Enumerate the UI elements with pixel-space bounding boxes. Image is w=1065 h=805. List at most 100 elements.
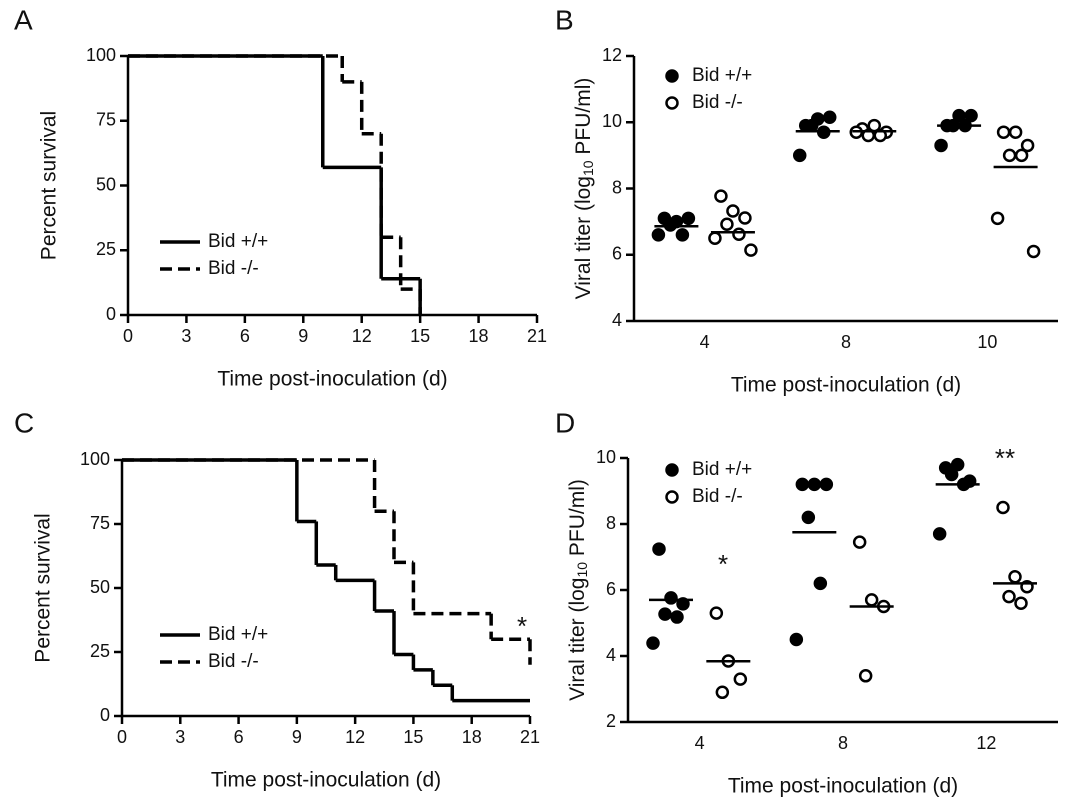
y-tick-label: 50 [90,577,110,597]
y-tick-label: 0 [100,705,110,725]
data-point [944,467,959,482]
y-tick-label: 0 [106,304,116,324]
x-tick-label: 21 [520,727,540,747]
y-tick-label: 100 [86,45,116,65]
legend-marker [665,96,679,110]
x-tick-label: 8 [841,332,851,352]
x-tick-label: 3 [175,727,185,747]
y-tick-label: 25 [90,641,110,661]
data-point [964,108,978,123]
data-point [1014,148,1029,163]
data-point [852,535,867,549]
legend-label: Bid +/+ [692,65,752,86]
x-tick-label: 18 [469,326,489,346]
data-point [1020,138,1035,153]
data-point [813,576,828,591]
x-axis-label: Time post-inoculation (d) [728,775,958,798]
y-tick-label: 50 [96,174,116,194]
x-tick-label: 12 [976,733,996,753]
annotation: * [517,611,527,641]
y-axis-label: Viral titer (log10 PFU/ml) [572,78,596,300]
x-tick-label: 12 [352,326,372,346]
y-tick-label: 75 [90,513,110,533]
x-tick-label: 6 [240,326,250,346]
data-point [950,457,965,472]
y-tick-label: 75 [96,110,116,130]
data-point [792,148,807,163]
y-tick-label: 4 [606,645,616,665]
data-point [651,228,666,242]
y-axis-label-part: 10 [580,160,596,176]
data-point [1002,148,1017,163]
data-point [658,607,672,621]
y-tick-label: 100 [80,449,110,469]
legend-marker [665,463,679,477]
data-point [1008,125,1023,139]
data-point [932,527,947,541]
data-point [733,672,748,686]
data-point [801,510,816,525]
data-point [744,243,758,257]
y-axis-label: Percent survival [32,513,55,662]
data-point [726,204,740,218]
data-point [1014,596,1028,610]
x-tick-label: 4 [695,733,705,753]
panel-label: C [14,407,34,438]
y-axis-label-part: 10 [574,562,590,578]
x-tick-label: 6 [234,727,244,747]
panel-label: D [555,407,575,438]
data-point [708,231,722,245]
legend-marker [665,69,679,83]
y-tick-label: 8 [612,177,622,197]
data-point [996,125,1011,139]
y-axis-label-part: Viral titer (log [566,578,589,701]
y-tick-label: 8 [606,513,616,533]
data-point [1008,570,1022,584]
y-axis-label-part: Viral titer (log [572,176,595,299]
x-tick-label: 18 [462,727,482,747]
x-tick-label: 8 [838,733,848,753]
data-point [681,211,696,226]
x-tick-label: 3 [181,326,191,346]
x-tick-label: 21 [527,326,547,346]
data-point [738,211,752,225]
data-point [663,218,678,232]
legend-label: Bid -/- [208,651,259,672]
y-tick-label: 12 [602,45,622,65]
data-point [996,500,1010,515]
x-axis-label: Time post-inoculation (d) [217,368,447,391]
y-axis-label: Percent survival [38,111,61,260]
data-point [714,189,728,203]
data-point [1026,244,1041,259]
y-tick-label: 4 [612,310,622,330]
y-tick-label: 25 [96,239,116,259]
data-point [990,211,1005,226]
y-axis-label-part: PFU/ml) [572,78,595,161]
data-point [732,227,746,241]
x-tick-label: 9 [292,727,302,747]
y-tick-label: 6 [606,579,616,599]
data-point [664,591,678,605]
x-tick-label: 10 [977,332,997,352]
legend-label: Bid -/- [208,258,259,279]
data-point [709,606,724,620]
data-point [795,477,810,492]
data-point [858,669,873,683]
annotation: * [718,549,728,579]
data-point [807,477,822,492]
y-tick-label: 10 [602,111,622,131]
y-axis-label-part: PFU/ml) [566,479,589,562]
x-tick-label: 0 [123,326,133,346]
x-tick-label: 9 [298,326,308,346]
data-point [652,542,666,556]
data-point [720,217,734,232]
x-tick-label: 12 [345,727,365,747]
data-point [864,593,879,607]
data-point [1002,589,1016,604]
x-axis-label: Time post-inoculation (d) [731,374,961,397]
legend-label: Bid +/+ [208,624,268,645]
x-tick-label: 0 [117,727,127,747]
data-point [789,632,804,647]
y-axis-label: Viral titer (log10 PFU/ml) [566,479,590,701]
